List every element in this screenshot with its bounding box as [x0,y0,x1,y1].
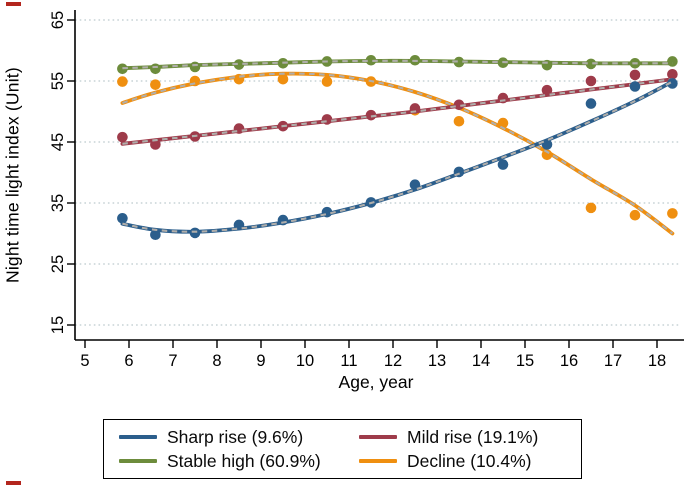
crop-artifact-red-mark-top [6,2,21,6]
svg-text:14: 14 [472,352,490,370]
svg-text:15: 15 [516,352,534,370]
crop-artifact-red-mark-bottom [6,481,21,485]
chart-canvas: 15 25 35 45 55 65 5 6 7 8 9 10 11 12 13 14 15 16 17 18 [49,10,684,370]
svg-text:15: 15 [49,316,67,334]
svg-text:55: 55 [49,72,67,90]
series-mild-rise [117,68,678,150]
y-axis-title: Night time light index (Unit) [2,67,23,283]
legend-label-sharp-rise: Sharp rise (9.6%) [167,426,304,447]
series-decline [117,71,678,236]
legend-label-stable-high: Stable high (60.9%) [167,450,321,471]
legend-item-sharp-rise: Sharp rise (9.6%) [119,427,359,448]
legend: Sharp rise (9.6%) Mild rise (19.1%) Stab… [103,419,582,479]
svg-text:65: 65 [49,11,67,29]
svg-text:7: 7 [168,352,177,370]
series-sharp-rise [117,78,678,241]
svg-text:45: 45 [49,133,67,151]
axes: 15 25 35 45 55 65 5 6 7 8 9 10 11 12 13 14 15 16 17 18 [49,10,684,370]
svg-text:9: 9 [256,352,265,370]
legend-line-swatch-sharp-rise [119,435,157,439]
legend-item-decline: Decline (10.4%) [359,451,581,472]
series-stable-high [117,54,678,75]
svg-text:5: 5 [80,352,89,370]
svg-text:6: 6 [124,352,133,370]
svg-text:8: 8 [212,352,221,370]
legend-item-stable-high: Stable high (60.9%) [119,451,359,472]
svg-text:13: 13 [428,352,446,370]
svg-text:18: 18 [648,352,666,370]
svg-text:35: 35 [49,194,67,212]
legend-line-swatch-decline [359,459,397,463]
legend-label-decline: Decline (10.4%) [407,450,532,471]
svg-text:25: 25 [49,255,67,273]
legend-label-mild-rise: Mild rise (19.1%) [407,426,539,447]
legend-line-swatch-mild-rise [359,435,397,439]
svg-text:11: 11 [340,352,357,370]
svg-text:10: 10 [296,352,314,370]
legend-item-mild-rise: Mild rise (19.1%) [359,427,581,448]
svg-text:17: 17 [604,352,622,370]
x-axis-title: Age, year [338,372,414,392]
svg-text:12: 12 [384,352,402,370]
plot-area: 15 25 35 45 55 65 5 6 7 8 9 10 11 12 13 14 15 16 17 18 Nigh… [2,10,684,392]
legend-line-swatch-stable-high [119,459,157,463]
svg-text:16: 16 [560,352,578,370]
